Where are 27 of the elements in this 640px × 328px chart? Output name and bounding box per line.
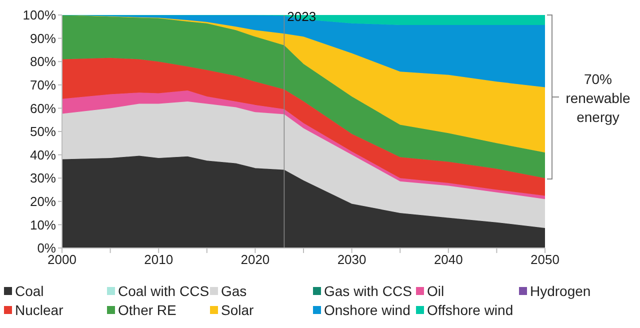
y-tick-label: 100% <box>22 8 56 23</box>
y-tick-label: 10% <box>30 217 56 232</box>
legend-label: Coal with CCS <box>117 283 210 299</box>
y-tick-label: 80% <box>30 54 56 70</box>
y-tick-label: 50% <box>30 124 56 140</box>
y-tick-label: 60% <box>30 100 56 116</box>
legend-label: Offshore wind <box>426 302 514 318</box>
legend-label: Onshore wind <box>323 302 412 318</box>
x-tick-label: 2040 <box>434 252 463 268</box>
x-tick-label: 2030 <box>337 252 366 268</box>
legend-label: Oil <box>426 283 446 299</box>
x-tick-label: 2010 <box>144 252 174 268</box>
legend-label: Other RE <box>117 302 178 318</box>
x-tick-label: 2020 <box>240 252 270 268</box>
y-tick-label: 70% <box>30 78 56 93</box>
legend-label: Gas <box>220 283 248 299</box>
legend-label: Hydrogen <box>529 283 592 299</box>
legend-label: Coal <box>14 283 45 299</box>
y-tick-label: 20% <box>30 194 56 210</box>
y-tick-label: 90% <box>30 30 56 46</box>
text: 70% renewable energy <box>564 70 632 127</box>
y-tick-label: 40% <box>30 147 56 162</box>
legend-label: Gas with CCS <box>323 283 413 299</box>
x-tick-label: 2050 <box>530 252 560 268</box>
y-tick-label: 30% <box>30 170 56 186</box>
legend-label: Solar <box>220 302 255 318</box>
legend-label: Nuclear <box>14 302 64 318</box>
